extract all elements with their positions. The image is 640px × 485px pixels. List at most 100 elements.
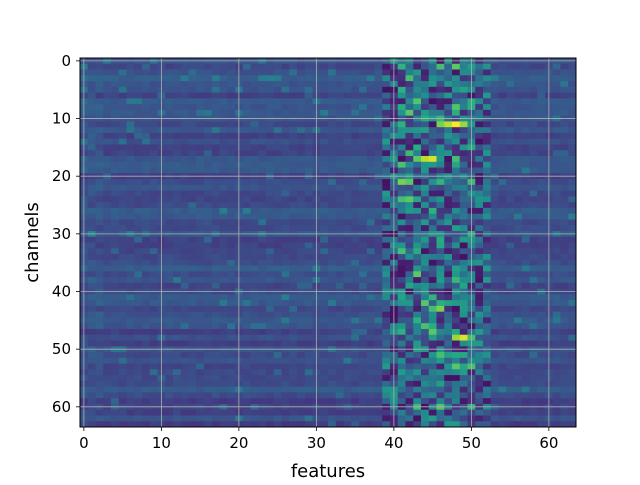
heatmap-cell	[320, 179, 329, 186]
heatmap-cell	[103, 409, 112, 416]
heatmap-cell	[219, 179, 228, 186]
heatmap-cell	[436, 294, 445, 301]
heatmap-cell	[529, 219, 538, 226]
heatmap-cell	[459, 98, 468, 105]
heatmap-cell	[459, 242, 468, 249]
heatmap-cell	[335, 161, 344, 168]
heatmap-cell	[250, 121, 259, 128]
heatmap-cell	[196, 317, 205, 324]
heatmap-cell	[552, 127, 561, 134]
heatmap-cell	[211, 190, 220, 197]
heatmap-cell	[568, 334, 577, 341]
heatmap-cell	[149, 236, 158, 243]
heatmap-cell	[335, 104, 344, 111]
heatmap-cell	[359, 121, 368, 128]
heatmap-cell	[436, 323, 445, 330]
heatmap-cell	[428, 317, 437, 324]
heatmap-cell	[87, 190, 96, 197]
heatmap-cell	[165, 69, 174, 76]
heatmap-cell	[436, 300, 445, 307]
heatmap-cell	[118, 138, 127, 145]
heatmap-cell	[118, 190, 127, 197]
heatmap-cell	[142, 202, 151, 209]
heatmap-cell	[351, 75, 360, 82]
heatmap-cell	[180, 225, 189, 232]
heatmap-cell	[382, 271, 391, 278]
heatmap-cell	[359, 294, 368, 301]
heatmap-cell	[351, 380, 360, 388]
heatmap-cell	[421, 421, 430, 428]
heatmap-cell	[266, 75, 275, 82]
heatmap-cell	[397, 156, 406, 163]
heatmap-cell	[188, 265, 197, 272]
heatmap-cell	[297, 92, 306, 99]
heatmap-cell	[529, 121, 538, 128]
heatmap-cell	[568, 311, 577, 318]
heatmap-cell	[343, 300, 352, 307]
heatmap-cell	[428, 109, 437, 117]
heatmap-cell	[506, 248, 515, 255]
heatmap-cell	[335, 98, 344, 105]
heatmap-cell	[134, 340, 143, 347]
heatmap-cell	[335, 63, 344, 70]
heatmap-cell	[118, 357, 127, 364]
heatmap-cell	[87, 294, 96, 301]
heatmap-cell	[498, 207, 507, 215]
heatmap-cell	[87, 161, 96, 168]
heatmap-cell	[359, 323, 368, 330]
heatmap-cell	[421, 317, 430, 324]
heatmap-cell	[250, 225, 259, 232]
heatmap-cell	[475, 202, 484, 209]
heatmap-cell	[320, 127, 329, 134]
heatmap-cell	[506, 225, 515, 232]
heatmap-cell	[266, 369, 275, 376]
heatmap-cell	[95, 323, 104, 330]
heatmap-cell	[521, 375, 530, 382]
heatmap-cell	[335, 248, 344, 255]
heatmap-cell	[397, 98, 406, 105]
heatmap-cell	[359, 63, 368, 70]
heatmap-cell	[335, 409, 344, 416]
heatmap-cell	[521, 415, 530, 422]
heatmap-cell	[149, 386, 158, 393]
heatmap-cell	[304, 196, 313, 203]
heatmap-cell	[242, 375, 251, 382]
heatmap-cell	[498, 150, 507, 157]
heatmap-cell	[258, 300, 267, 307]
heatmap-cell	[397, 202, 406, 209]
heatmap-cell	[320, 150, 329, 157]
heatmap-cell	[413, 369, 422, 376]
heatmap-cell	[281, 104, 290, 111]
y-tick-label: 10	[52, 110, 71, 128]
heatmap-cell	[506, 386, 515, 393]
heatmap-cell	[227, 132, 236, 140]
heatmap-cell	[436, 265, 445, 272]
heatmap-cell	[188, 363, 197, 370]
heatmap-cell	[436, 392, 445, 399]
heatmap-cell	[483, 375, 492, 382]
heatmap-cell	[204, 150, 213, 157]
heatmap-cell	[103, 294, 112, 301]
heatmap-cell	[382, 421, 391, 428]
heatmap-cell	[297, 81, 306, 88]
heatmap-cell	[529, 294, 538, 301]
heatmap-cell	[149, 311, 158, 318]
heatmap-cell	[459, 150, 468, 157]
heatmap-cell	[250, 167, 259, 174]
heatmap-cell	[297, 415, 306, 422]
heatmap-cell	[374, 127, 383, 134]
heatmap-cell	[328, 282, 337, 290]
heatmap-cell	[266, 415, 275, 422]
heatmap-cell	[188, 282, 197, 290]
heatmap-cell	[227, 190, 236, 197]
heatmap-cell	[266, 300, 275, 307]
heatmap-cell	[521, 98, 530, 105]
heatmap-cell	[475, 213, 484, 220]
heatmap-cell	[304, 340, 313, 347]
heatmap-cell	[382, 392, 391, 399]
heatmap-cell	[289, 98, 298, 105]
heatmap-cell	[211, 254, 220, 261]
heatmap-cell	[514, 363, 523, 370]
heatmap-cell	[382, 317, 391, 324]
heatmap-cell	[459, 311, 468, 318]
